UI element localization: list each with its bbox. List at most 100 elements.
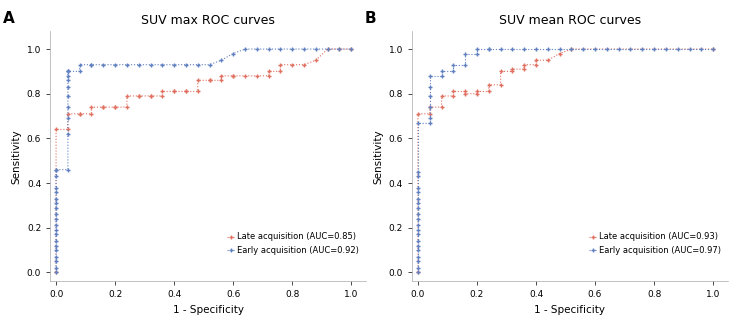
Early acquisition (AUC=0.92) (64, 94, 72, 98)
Late acquisition (AUC=0.93) (709, 47, 718, 51)
Late acquisition (AUC=0.93) (472, 90, 481, 94)
Late acquisition (AUC=0.93) (460, 90, 469, 94)
Line: Early acquisition (AUC=0.92): Early acquisition (AUC=0.92) (54, 47, 354, 275)
X-axis label: 1 - Specificity: 1 - Specificity (173, 305, 244, 315)
Late acquisition (AUC=0.93) (508, 69, 517, 73)
Early acquisition (AUC=0.92) (52, 255, 61, 259)
Early acquisition (AUC=0.92) (52, 270, 61, 274)
Y-axis label: Sensitivity: Sensitivity (11, 129, 21, 184)
Late acquisition (AUC=0.93) (508, 67, 517, 71)
Late acquisition (AUC=0.93) (414, 112, 423, 116)
Late acquisition (AUC=0.85) (335, 47, 344, 51)
Early acquisition (AUC=0.97) (414, 270, 423, 274)
Early acquisition (AUC=0.97) (414, 217, 423, 221)
Late acquisition (AUC=0.85) (52, 127, 61, 131)
Early acquisition (AUC=0.92) (146, 63, 155, 67)
Late acquisition (AUC=0.85) (205, 78, 214, 82)
Late acquisition (AUC=0.85) (146, 94, 155, 98)
Early acquisition (AUC=0.92) (134, 63, 143, 67)
Early acquisition (AUC=0.97) (414, 239, 423, 243)
Late acquisition (AUC=0.93) (484, 90, 493, 94)
Line: Late acquisition (AUC=0.93): Late acquisition (AUC=0.93) (415, 47, 715, 275)
Late acquisition (AUC=0.85) (194, 78, 202, 82)
Late acquisition (AUC=0.85) (194, 90, 202, 94)
Early acquisition (AUC=0.97) (650, 47, 658, 51)
Late acquisition (AUC=0.85) (158, 94, 167, 98)
Late acquisition (AUC=0.85) (276, 69, 285, 73)
Late acquisition (AUC=0.93) (449, 90, 457, 94)
Late acquisition (AUC=0.85) (205, 78, 214, 82)
Late acquisition (AUC=0.85) (217, 78, 226, 82)
Late acquisition (AUC=0.85) (52, 270, 61, 274)
Late acquisition (AUC=0.85) (217, 74, 226, 78)
Legend: Late acquisition (AUC=0.93), Early acquisition (AUC=0.97): Late acquisition (AUC=0.93), Early acqui… (587, 230, 723, 257)
Text: B: B (364, 11, 376, 26)
Late acquisition (AUC=0.93) (426, 112, 435, 116)
Title: SUV max ROC curves: SUV max ROC curves (141, 14, 275, 27)
Late acquisition (AUC=0.93) (531, 63, 540, 67)
Late acquisition (AUC=0.85) (134, 94, 143, 98)
Late acquisition (AUC=0.93) (496, 83, 505, 87)
Late acquisition (AUC=0.85) (229, 74, 238, 78)
Late acquisition (AUC=0.85) (123, 94, 132, 98)
Early acquisition (AUC=0.92) (52, 259, 61, 263)
Late acquisition (AUC=0.85) (123, 105, 132, 109)
Late acquisition (AUC=0.85) (264, 69, 273, 73)
Late acquisition (AUC=0.93) (414, 270, 423, 274)
Late acquisition (AUC=0.85) (87, 112, 96, 116)
Late acquisition (AUC=0.93) (426, 105, 435, 109)
Late acquisition (AUC=0.93) (543, 58, 552, 62)
Late acquisition (AUC=0.85) (287, 63, 296, 67)
Legend: Late acquisition (AUC=0.85), Early acquisition (AUC=0.92): Late acquisition (AUC=0.85), Early acqui… (225, 230, 362, 257)
Late acquisition (AUC=0.93) (520, 67, 528, 71)
Late acquisition (AUC=0.85) (111, 105, 120, 109)
Late acquisition (AUC=0.85) (347, 47, 355, 51)
Text: A: A (3, 11, 15, 26)
Early acquisition (AUC=0.97) (414, 201, 423, 205)
Late acquisition (AUC=0.93) (520, 63, 528, 67)
Late acquisition (AUC=0.85) (253, 74, 262, 78)
Late acquisition (AUC=0.85) (182, 90, 191, 94)
Late acquisition (AUC=0.85) (241, 74, 250, 78)
Late acquisition (AUC=0.85) (276, 63, 285, 67)
Late acquisition (AUC=0.85) (170, 90, 179, 94)
Early acquisition (AUC=0.97) (426, 121, 435, 125)
Late acquisition (AUC=0.93) (472, 92, 481, 96)
Late acquisition (AUC=0.85) (99, 105, 108, 109)
Late acquisition (AUC=0.93) (449, 94, 457, 98)
Late acquisition (AUC=0.85) (75, 112, 84, 116)
Early acquisition (AUC=0.92) (347, 47, 355, 51)
Late acquisition (AUC=0.85) (264, 74, 273, 78)
Early acquisition (AUC=0.92) (52, 190, 61, 194)
Y-axis label: Sensitivity: Sensitivity (373, 129, 383, 184)
Late acquisition (AUC=0.85) (87, 105, 96, 109)
Late acquisition (AUC=0.85) (170, 90, 179, 94)
Late acquisition (AUC=0.85) (64, 112, 72, 116)
Late acquisition (AUC=0.93) (496, 69, 505, 73)
Late acquisition (AUC=0.85) (64, 127, 72, 131)
Late acquisition (AUC=0.85) (229, 74, 238, 78)
Title: SUV mean ROC curves: SUV mean ROC curves (499, 14, 641, 27)
Line: Early acquisition (AUC=0.97): Early acquisition (AUC=0.97) (415, 47, 715, 275)
Late acquisition (AUC=0.85) (134, 94, 143, 98)
Late acquisition (AUC=0.85) (111, 105, 120, 109)
Late acquisition (AUC=0.93) (531, 58, 540, 62)
Early acquisition (AUC=0.97) (472, 47, 481, 51)
Line: Late acquisition (AUC=0.85): Late acquisition (AUC=0.85) (54, 47, 354, 275)
Late acquisition (AUC=0.93) (555, 52, 564, 55)
Early acquisition (AUC=0.92) (241, 47, 250, 51)
Late acquisition (AUC=0.85) (146, 94, 155, 98)
Early acquisition (AUC=0.97) (697, 47, 706, 51)
Late acquisition (AUC=0.85) (311, 58, 320, 62)
Late acquisition (AUC=0.93) (437, 105, 446, 109)
Late acquisition (AUC=0.85) (99, 105, 108, 109)
Late acquisition (AUC=0.93) (437, 94, 446, 98)
Late acquisition (AUC=0.93) (460, 92, 469, 96)
Late acquisition (AUC=0.85) (299, 63, 308, 67)
Late acquisition (AUC=0.85) (182, 90, 191, 94)
Late acquisition (AUC=0.85) (158, 90, 167, 94)
Late acquisition (AUC=0.93) (484, 83, 493, 87)
Late acquisition (AUC=0.85) (75, 112, 84, 116)
Late acquisition (AUC=0.85) (323, 47, 332, 51)
X-axis label: 1 - Specificity: 1 - Specificity (534, 305, 605, 315)
